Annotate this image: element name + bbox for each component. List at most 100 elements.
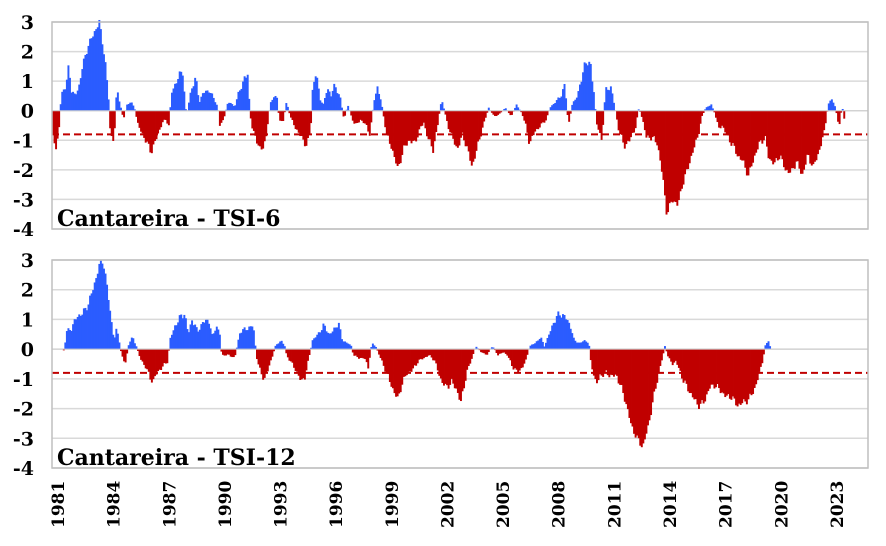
bar-positive	[545, 342, 547, 350]
bar-negative	[597, 110, 600, 130]
bar-negative	[249, 110, 252, 119]
bar-negative	[456, 110, 459, 148]
bar-positive	[188, 332, 190, 350]
bar-positive	[543, 346, 546, 350]
bar-positive	[280, 340, 283, 350]
bar-negative	[634, 110, 637, 129]
bar-positive	[195, 327, 198, 350]
bar-negative	[591, 349, 594, 370]
bar-negative	[704, 349, 707, 402]
bar-negative	[707, 349, 710, 392]
bar-negative	[381, 349, 384, 361]
bar-negative	[424, 349, 427, 358]
bar-negative	[147, 110, 150, 144]
bar-negative	[436, 110, 439, 126]
bar-negative	[657, 349, 660, 373]
bar-negative	[801, 110, 804, 174]
bar-negative	[438, 349, 441, 376]
bar-positive	[274, 96, 277, 111]
panel-title: Cantareira - TSI-6	[57, 206, 280, 232]
bar-negative	[280, 110, 283, 122]
bar-negative	[486, 110, 489, 113]
bar-negative	[524, 110, 527, 124]
bar-negative	[421, 349, 424, 360]
bar-negative	[410, 349, 413, 372]
bar-negative	[840, 110, 843, 113]
bar-positive	[613, 102, 615, 111]
bar-negative	[138, 349, 141, 357]
bar-positive	[95, 29, 98, 111]
bar-negative	[735, 349, 738, 406]
bar-positive	[574, 340, 577, 350]
bar-negative	[790, 110, 793, 169]
bar-negative	[651, 349, 654, 403]
bar-negative	[503, 349, 506, 353]
bar-positive	[591, 81, 594, 111]
bar-positive	[248, 326, 251, 350]
bar-negative	[121, 110, 124, 115]
bar-positive	[339, 329, 342, 350]
bar-positive	[171, 92, 173, 111]
y-tick-label: 3	[21, 12, 34, 34]
bar-negative	[460, 110, 462, 138]
y-tick-label: 1	[21, 309, 34, 331]
bar-positive	[379, 99, 382, 111]
bar-negative	[721, 110, 724, 126]
bar-negative	[422, 349, 425, 359]
bar-positive	[76, 316, 79, 350]
bar-negative	[732, 110, 734, 143]
bar-negative	[166, 349, 169, 364]
y-tick-label: -4	[13, 458, 34, 480]
bar-positive	[109, 310, 112, 350]
bar-positive	[174, 325, 177, 350]
bar-negative	[469, 349, 472, 364]
bar-positive	[183, 91, 186, 111]
bar-positive	[551, 325, 554, 350]
bar-negative	[450, 349, 453, 379]
bar-negative	[614, 349, 617, 375]
bar-negative	[358, 110, 360, 123]
bar-negative	[699, 110, 702, 124]
bar-positive	[348, 344, 351, 350]
bar-positive	[208, 323, 211, 350]
bar-positive	[330, 96, 333, 111]
bar-positive	[585, 341, 588, 350]
bar-positive	[503, 109, 506, 111]
bar-positive	[197, 331, 200, 350]
bar-positive	[580, 81, 583, 111]
bar-positive	[107, 299, 110, 350]
bar-negative	[447, 110, 450, 130]
bar-negative	[472, 349, 475, 354]
bar-negative	[480, 110, 483, 137]
bar-negative	[351, 349, 354, 353]
bar-negative	[541, 110, 544, 123]
bar-negative	[812, 110, 815, 165]
bar-negative	[694, 349, 697, 400]
bar-positive	[62, 89, 65, 111]
bar-positive	[325, 92, 328, 111]
bar-negative	[166, 110, 169, 124]
bar-negative	[698, 349, 700, 409]
panel-title: Cantareira - TSI-12	[57, 445, 296, 471]
bar-negative	[262, 349, 265, 380]
bar-positive	[242, 329, 245, 350]
bar-positive	[443, 108, 445, 111]
bar-negative	[710, 349, 713, 385]
bar-positive	[180, 71, 183, 111]
x-tick-label: 1999	[383, 481, 403, 528]
bar-negative	[481, 110, 484, 128]
bar-negative	[141, 349, 144, 362]
bar-negative	[662, 349, 665, 354]
bar-negative	[402, 349, 405, 377]
x-tick-label: 1993	[272, 481, 292, 528]
bar-negative	[155, 349, 158, 375]
bar-negative	[670, 110, 673, 202]
bar-positive	[206, 319, 209, 350]
bar-positive	[103, 54, 105, 111]
bar-negative	[430, 110, 433, 147]
bar-negative	[735, 110, 738, 154]
bar-negative	[458, 110, 461, 146]
bar-negative	[365, 110, 368, 125]
bar-positive	[487, 107, 490, 111]
bar-negative	[512, 349, 515, 370]
